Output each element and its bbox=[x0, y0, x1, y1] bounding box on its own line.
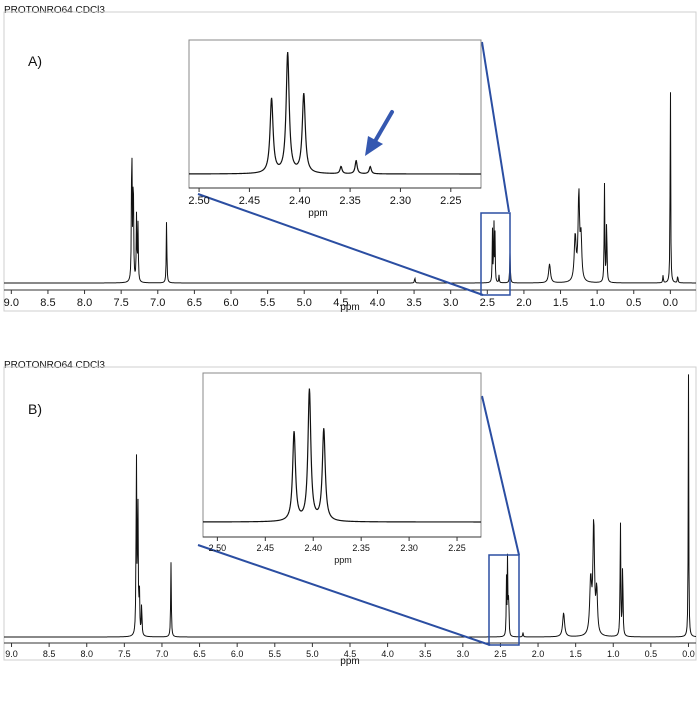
arrow-annotation bbox=[365, 110, 394, 156]
axis-b-tick-label: 7.5 bbox=[118, 649, 131, 659]
zoom-box-a bbox=[480, 212, 511, 296]
inset-a-trace bbox=[189, 52, 481, 175]
inset-b-tick-label: 2.30 bbox=[400, 543, 418, 553]
axis-b-tick-label: 7.0 bbox=[156, 649, 169, 659]
axis-a-tick-label: 2.0 bbox=[516, 297, 531, 309]
axis-a-tick-label: 3.0 bbox=[443, 297, 458, 309]
spectrum-a-trace bbox=[4, 92, 696, 284]
axis-b-tick-label: 6.0 bbox=[231, 649, 244, 659]
inset-b-tick-label: 2.35 bbox=[352, 543, 370, 553]
panel-a: PROTONRO64 CDCl3 A) 9.0 8.5 8.0 7.5 7.0 6.5 6.… bbox=[3, 5, 697, 313]
axis-b-tick-label: 5.5 bbox=[269, 649, 282, 659]
zoom-box-b bbox=[488, 554, 520, 646]
inset-a-tick-label: 2.25 bbox=[440, 195, 461, 207]
axis-b-tick-label: 9.0 bbox=[5, 649, 18, 659]
axis-b-tick-label: 0.5 bbox=[645, 649, 658, 659]
axis-b-tick-label: 5.0 bbox=[306, 649, 319, 659]
inset-a-tick-label: 2.30 bbox=[390, 195, 411, 207]
axis-b-tick-label: 4.0 bbox=[381, 649, 394, 659]
axis-a-tick-label: 1.0 bbox=[589, 297, 604, 309]
axis-a-tick-label: 5.5 bbox=[260, 297, 275, 309]
inset-a: 2.50 2.45 2.40 2.35 2.30 2.25 ppm bbox=[188, 39, 482, 219]
axis-a-tick-label: 8.5 bbox=[40, 297, 55, 309]
axis-b-tick-label: 1.5 bbox=[569, 649, 582, 659]
inset-a-tick-label: 2.50 bbox=[188, 195, 209, 207]
inset-b-trace bbox=[203, 388, 481, 523]
axis-a-tick-label: 9.0 bbox=[4, 297, 19, 309]
zoom-connector-b-bottom bbox=[197, 544, 491, 646]
axis-b-tick-label: 8.0 bbox=[80, 649, 93, 659]
axis-a-tick-label: 6.5 bbox=[187, 297, 202, 309]
inset-b-xlabel: ppm bbox=[334, 555, 352, 565]
zoom-connector-b-top bbox=[481, 395, 520, 556]
axis-a-tick-label: 7.5 bbox=[114, 297, 129, 309]
axis-a-tick-label: 6.0 bbox=[223, 297, 238, 309]
x-ticks-a: 9.0 8.5 8.0 7.5 7.0 6.5 6.0 5.5 5.0 4.5 4.0 3.5 3.0 2… bbox=[4, 290, 678, 309]
axis-b-tick-label: 1.0 bbox=[607, 649, 620, 659]
panel-a-frame bbox=[3, 11, 697, 312]
axis-a-tick-label: 7.0 bbox=[150, 297, 165, 309]
axis-b-tick-label: 2.0 bbox=[532, 649, 545, 659]
axis-b-tick-label: 3.0 bbox=[457, 649, 470, 659]
axis-b-tick-label: 4.5 bbox=[344, 649, 357, 659]
axis-a-tick-label: 0.5 bbox=[626, 297, 641, 309]
axis-a-tick-label: 3.5 bbox=[406, 297, 421, 309]
x-axis-b-label: ppm bbox=[340, 656, 359, 667]
panel-b: PROTONRO64 CDCl3 B) 9.0 8.5 8.0 7.5 7.0 6.5 6.… bbox=[3, 360, 697, 667]
inset-b-ticks: 2.50 2.45 2.40 2.35 2.30 2.25 bbox=[209, 537, 466, 553]
axis-a-tick-label: 0.0 bbox=[663, 297, 678, 309]
axis-a-tick-label: 4.0 bbox=[370, 297, 385, 309]
panel-a-title: PROTONRO64 CDCl3 bbox=[4, 5, 105, 16]
inset-b-tick-label: 2.25 bbox=[448, 543, 466, 553]
x-axis-a-label: ppm bbox=[340, 302, 359, 313]
panel-b-title: PROTONRO64 CDCl3 bbox=[4, 360, 105, 371]
axis-b-tick-label: 0.0 bbox=[682, 649, 695, 659]
inset-b-tick-label: 2.45 bbox=[257, 543, 275, 553]
axis-a-tick-label: 1.5 bbox=[553, 297, 568, 309]
inset-b-frame bbox=[202, 372, 482, 538]
zoom-connector-a-top bbox=[481, 41, 510, 213]
inset-a-frame bbox=[188, 39, 482, 189]
panel-a-label: A) bbox=[28, 53, 42, 69]
spectrum-b-trace bbox=[4, 374, 697, 638]
axis-a-tick-label: 4.5 bbox=[333, 297, 348, 309]
inset-a-ticks: 2.50 2.45 2.40 2.35 2.30 2.25 bbox=[188, 188, 462, 207]
inset-b: 2.50 2.45 2.40 2.35 2.30 2.25 ppm bbox=[202, 372, 482, 565]
inset-b-tick-label: 2.50 bbox=[209, 543, 227, 553]
axis-a-tick-label: 8.0 bbox=[77, 297, 92, 309]
panel-b-label: B) bbox=[28, 401, 42, 417]
inset-b-tick-label: 2.40 bbox=[304, 543, 322, 553]
inset-a-tick-label: 2.45 bbox=[239, 195, 260, 207]
inset-a-tick-label: 2.40 bbox=[289, 195, 310, 207]
axis-b-tick-label: 3.5 bbox=[419, 649, 432, 659]
panel-b-frame bbox=[3, 366, 697, 661]
axis-b-tick-label: 8.5 bbox=[43, 649, 56, 659]
x-ticks-b: 9.0 8.5 8.0 7.5 7.0 6.5 6.0 5.5 5.0 4.5 4.0 3.5 3.0 2… bbox=[5, 643, 695, 659]
axis-a-tick-label: 5.0 bbox=[297, 297, 312, 309]
inset-a-tick-label: 2.35 bbox=[339, 195, 360, 207]
axis-a-tick-label: 2.5 bbox=[480, 297, 495, 309]
inset-a-xlabel: ppm bbox=[308, 208, 327, 219]
zoom-connector-a-bottom bbox=[197, 193, 484, 296]
axis-b-tick-label: 6.5 bbox=[193, 649, 206, 659]
axis-b-tick-label: 2.5 bbox=[494, 649, 507, 659]
